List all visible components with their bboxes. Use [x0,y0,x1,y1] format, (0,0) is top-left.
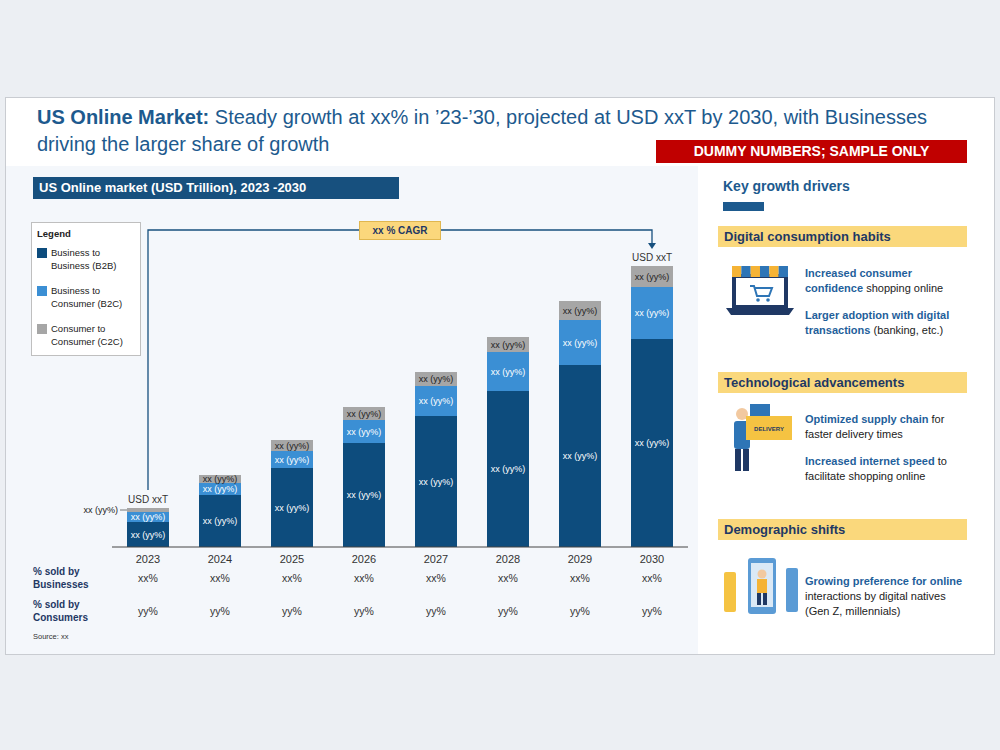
html-text:Digital consumption habits: Digital consumption habits [724,229,891,244]
html-text:Growing preference for online: Growing preference for online [805,575,963,587]
svg-text:xx (yy%): xx (yy%) [203,474,238,484]
svg-text:xx (yy%): xx (yy%) [635,438,670,448]
svg-text:xx (yy%): xx (yy%) [84,505,119,515]
svg-text:2028: 2028 [496,553,520,565]
svg-text:xx (yy%): xx (yy%) [491,464,526,474]
html-text:yy%: yy% [426,605,446,617]
html-text:xx%: xx% [354,572,374,584]
html-text:xx % CAGR: xx % CAGR [372,225,428,236]
html-text:xx%: xx% [570,572,590,584]
svg-text:xx (yy%): xx (yy%) [563,338,598,348]
svg-text:xx (yy%): xx (yy%) [635,272,670,282]
svg-text:xx (yy%): xx (yy%) [419,396,454,406]
svg-text:2026: 2026 [352,553,376,565]
svg-text:2025: 2025 [280,553,304,565]
svg-text:xx (yy%): xx (yy%) [275,441,310,451]
html-text:xx%: xx% [138,572,158,584]
html-text:interactions by digital native: interactions by digital natives (Gen Z, … [805,590,946,617]
html-text:Consumer to Consumer (C2C): Consumer to Consumer (C2C) [51,323,123,347]
html-text:yy%: yy% [642,605,662,617]
html-text:Larger adoption with digital t: Larger adoption with digital transaction… [805,309,950,336]
svg-text:xx (yy%): xx (yy%) [203,516,238,526]
svg-text:USD xxT: USD xxT [128,494,168,505]
svg-text:xx (yy%): xx (yy%) [203,484,238,494]
html-text:DUMMY NUMBERS; SAMPLE ONLY: DUMMY NUMBERS; SAMPLE ONLY [693,143,930,159]
svg-text:xx (yy%): xx (yy%) [419,477,454,487]
html-text:Source: xx: Source: xx [33,632,69,641]
html-text:% sold by Businesses: % sold by Businesses [33,566,89,590]
svg-text:xx (yy%): xx (yy%) [347,490,382,500]
html-text:Legend: Legend [37,228,71,239]
svg-text:xx (yy%): xx (yy%) [131,512,166,522]
html-text:Optimized supply chain for fas: Optimized supply chain for faster delive… [805,413,945,440]
html-text:xx%: xx% [426,572,446,584]
html-text:yy%: yy% [354,605,374,617]
html-text:US Online market (USD Trillion: US Online market (USD Trillion), 2023 -2… [39,180,307,195]
svg-text:xx (yy%): xx (yy%) [491,340,526,350]
svg-text:2023: 2023 [136,553,160,565]
html-text:Demographic shifts: Demographic shifts [724,522,846,537]
svg-text:xx (yy%): xx (yy%) [419,374,454,384]
html-text:xx%: xx% [498,572,518,584]
svg-text:2027: 2027 [424,553,448,565]
html-text:% sold by Consumers: % sold by Consumers [33,599,88,623]
svg-text:xx (yy%): xx (yy%) [347,409,382,419]
html-text:Increased consumer confidence: Increased consumer confidence shopping o… [805,267,944,294]
svg-text:xx (yy%): xx (yy%) [491,367,526,377]
html-text:Business to Business (B2B): Business to Business (B2B) [51,247,117,271]
html-text:yy%: yy% [210,605,230,617]
svg-text:xx (yy%): xx (yy%) [275,503,310,513]
html-text:xx%: xx% [282,572,302,584]
html-text:Key growth drivers: Key growth drivers [723,178,850,194]
svg-text:xx (yy%): xx (yy%) [347,427,382,437]
svg-text:xx (yy%): xx (yy%) [563,451,598,461]
html-text:US Online Market: Steady growt: US Online Market: Steady growth at xx% i… [37,106,927,155]
svg-text:2024: 2024 [208,553,232,565]
html-text:xx%: xx% [210,572,230,584]
svg-text:USD xxT: USD xxT [632,252,672,263]
html-text:yy%: yy% [282,605,302,617]
svg-text:xx (yy%): xx (yy%) [275,455,310,465]
html-text:yy%: yy% [498,605,518,617]
html-text:yy%: yy% [138,605,158,617]
svg-text:2029: 2029 [568,553,592,565]
html-text:yy%: yy% [570,605,590,617]
html-text:Technological advancements: Technological advancements [724,375,905,390]
html-text:xx%: xx% [642,572,662,584]
html-text:Increased internet speed to fa: Increased internet speed to facilitate s… [805,455,947,482]
svg-text:xx (yy%): xx (yy%) [563,306,598,316]
svg-text:xx (yy%): xx (yy%) [131,530,166,540]
svg-text:xx (yy%): xx (yy%) [635,308,670,318]
svg-text:2030: 2030 [640,553,664,565]
svg-text:DELIVERY: DELIVERY [754,426,784,432]
html-text:Business to Consumer (B2C): Business to Consumer (B2C) [51,285,123,309]
